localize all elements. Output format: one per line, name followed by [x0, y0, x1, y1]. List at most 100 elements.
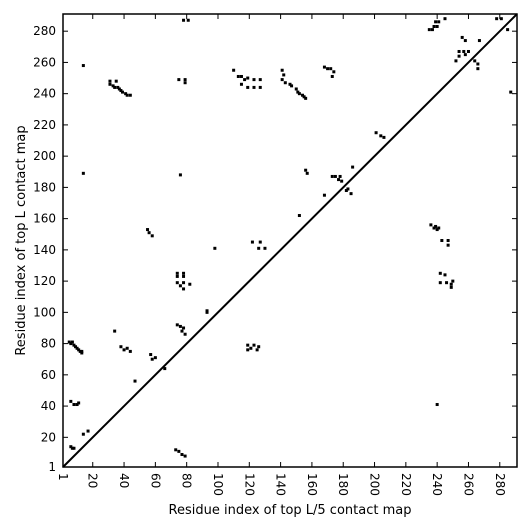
contact-point-top-l [443, 17, 447, 21]
contact-point-top-l [476, 67, 480, 71]
y-tick-label: 140 [33, 243, 56, 257]
contact-point-top-l5 [77, 348, 81, 352]
contact-point-top-l5 [122, 348, 126, 352]
contact-point-top-l [116, 85, 120, 89]
contact-point-top-l5 [113, 329, 117, 333]
y-tick-label: 120 [33, 274, 56, 288]
contact-point-top-l [188, 282, 192, 286]
contact-point-top-l5 [69, 342, 73, 346]
x-tick-label: 100 [211, 473, 225, 496]
contact-point-top-l [113, 85, 117, 89]
contact-point-top-l5 [252, 343, 256, 347]
contact-point-top-l5 [178, 324, 182, 328]
y-tick-label: 180 [33, 180, 56, 194]
x-tick-label: 60 [148, 473, 162, 488]
contact-point-top-l5 [205, 310, 209, 314]
contact-point-top-l [243, 78, 247, 82]
contact-point-top-l [119, 89, 123, 93]
contact-point-top-l [246, 76, 250, 80]
contact-point-top-l [463, 53, 467, 57]
x-tick-label: 260 [461, 473, 475, 496]
contact-point-top-l5 [246, 348, 250, 352]
contact-point-top-l5 [70, 446, 74, 450]
contact-point-top-l [301, 93, 305, 97]
contact-point-top-l [146, 228, 150, 232]
contact-point-top-l5 [351, 165, 355, 169]
contact-point-top-l [304, 96, 308, 100]
contact-point-top-l [454, 59, 458, 63]
y-tick-label: 200 [33, 149, 56, 163]
contact-point-top-l5 [153, 356, 157, 360]
contact-point-top-l [326, 67, 330, 71]
contact-point-top-l5 [434, 224, 438, 228]
contact-point-top-l5 [174, 448, 178, 452]
contact-point-top-l [427, 28, 431, 32]
contact-point-top-l [477, 39, 481, 43]
x-tick-label: 240 [430, 473, 444, 496]
contact-point-top-l [330, 74, 334, 78]
contact-point-top-l [337, 178, 341, 182]
contact-point-top-l5 [443, 273, 447, 277]
contact-point-top-l [432, 24, 436, 28]
contact-point-top-l [175, 274, 179, 278]
contact-point-top-l5 [128, 349, 132, 353]
contact-point-top-l [117, 87, 121, 91]
contact-point-top-l5 [149, 353, 153, 357]
contact-point-top-l5 [81, 432, 85, 436]
contact-point-top-l5 [180, 329, 184, 333]
contact-point-top-l [120, 90, 124, 94]
contact-point-top-l5 [438, 271, 442, 275]
x-tick-label: 20 [86, 473, 100, 488]
contact-point-top-l5 [78, 349, 82, 353]
contact-point-top-l [182, 287, 186, 291]
contact-point-top-l [147, 231, 151, 235]
contact-point-top-l [108, 82, 112, 86]
contact-point-top-l [178, 284, 182, 288]
y-tick-label: 100 [33, 305, 56, 319]
contact-point-top-l [495, 17, 499, 21]
contact-point-top-l [322, 65, 326, 69]
contact-point-top-l5 [246, 343, 250, 347]
contact-point-top-l [258, 85, 262, 89]
contact-point-top-l5 [86, 429, 90, 433]
contact-point-top-l [236, 74, 240, 78]
x-tick-label: 160 [305, 473, 319, 496]
x-axis-label: Residue index of top L/5 contact map [169, 503, 412, 518]
contact-point-top-l [246, 85, 250, 89]
contact-point-top-l [437, 20, 441, 24]
y-axis-label: Residue index of top L contact map [14, 125, 29, 355]
contact-point-top-l5 [72, 403, 76, 407]
x-axis-ticks: 1 20 40 60 80 100 120 140 160 180 200 220 240 260 280 [56, 14, 507, 496]
contact-point-top-l [379, 134, 383, 138]
contact-point-top-l5 [435, 403, 439, 407]
contact-point-top-l5 [440, 239, 444, 242]
contact-point-top-l5 [435, 228, 439, 232]
contact-point-top-l [239, 74, 243, 78]
contact-point-top-l5 [255, 348, 259, 352]
y-tick-label: 260 [33, 55, 56, 69]
contact-point-top-l [175, 281, 179, 285]
contact-point-top-l [330, 174, 334, 178]
contact-point-top-l5 [80, 351, 84, 355]
contact-point-top-l [463, 39, 467, 43]
contact-point-top-l [374, 131, 378, 135]
contact-point-top-l5 [183, 454, 187, 458]
contact-point-top-l [111, 84, 115, 88]
contact-point-top-l5 [349, 192, 353, 196]
contact-point-top-l [124, 92, 128, 96]
contact-point-top-l [476, 62, 480, 66]
contact-point-top-l [175, 271, 179, 275]
contact-point-top-l5 [69, 445, 73, 449]
contact-point-top-l [302, 95, 306, 99]
contact-point-top-l5 [80, 349, 84, 353]
contact-point-top-l5 [74, 345, 78, 349]
contact-point-top-l [283, 81, 287, 85]
contact-point-top-l [304, 168, 308, 172]
x-tick-label: 140 [274, 473, 288, 496]
contact-point-top-l [183, 81, 187, 85]
y-tick-label: 40 [41, 399, 56, 413]
contact-point-top-l [305, 171, 309, 175]
contact-point-top-l [434, 20, 438, 24]
contact-point-top-l [183, 78, 187, 82]
contact-point-top-l5 [449, 282, 453, 286]
